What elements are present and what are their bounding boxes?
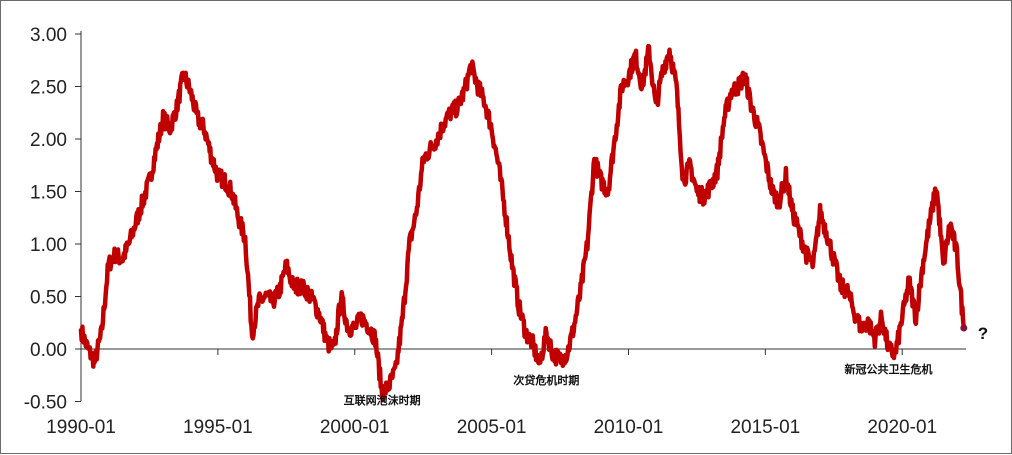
x-tick-label: 2020-01 — [867, 417, 937, 438]
y-tick-label: 2.50 — [30, 78, 67, 99]
x-axis-ticks: 1990-01 1995-01 2000-01 2005-01 2010-01 2015-… — [46, 349, 937, 438]
series-end-point — [960, 324, 968, 332]
y-axis-ticks: 3.00 2.50 2.00 1.50 1.00 0.50 0.00 -0.50 — [24, 25, 81, 414]
x-tick-label: 2005-01 — [457, 417, 527, 438]
crisis-annotation: 互联网泡沫时期 — [344, 393, 421, 407]
y-tick-label: -0.50 — [24, 393, 67, 414]
crisis-annotation: 新冠公共卫生危机 — [845, 362, 933, 376]
crisis-annotation: 次贷危机时期 — [513, 373, 579, 387]
y-tick-label: 1.00 — [30, 235, 67, 256]
series-layer — [78, 43, 968, 403]
x-tick-label: 2015-01 — [730, 417, 800, 438]
x-tick-label: 2000-01 — [320, 417, 390, 438]
x-tick-label: 1990-01 — [46, 417, 116, 438]
x-tick-label: 2010-01 — [594, 417, 664, 438]
y-tick-label: 0.50 — [30, 288, 67, 309]
y-tick-label: 1.50 — [30, 183, 67, 204]
question-mark-annotation: ? — [978, 324, 988, 343]
x-tick-label: 1995-01 — [183, 417, 253, 438]
annotation-layer: 互联网泡沫时期 次贷危机时期 新冠公共卫生危机? — [344, 324, 989, 407]
y-tick-label: 3.00 — [30, 25, 67, 46]
y-tick-label: 2.00 — [30, 130, 67, 151]
y-tick-label: 0.00 — [30, 340, 67, 361]
series-line — [78, 43, 967, 403]
